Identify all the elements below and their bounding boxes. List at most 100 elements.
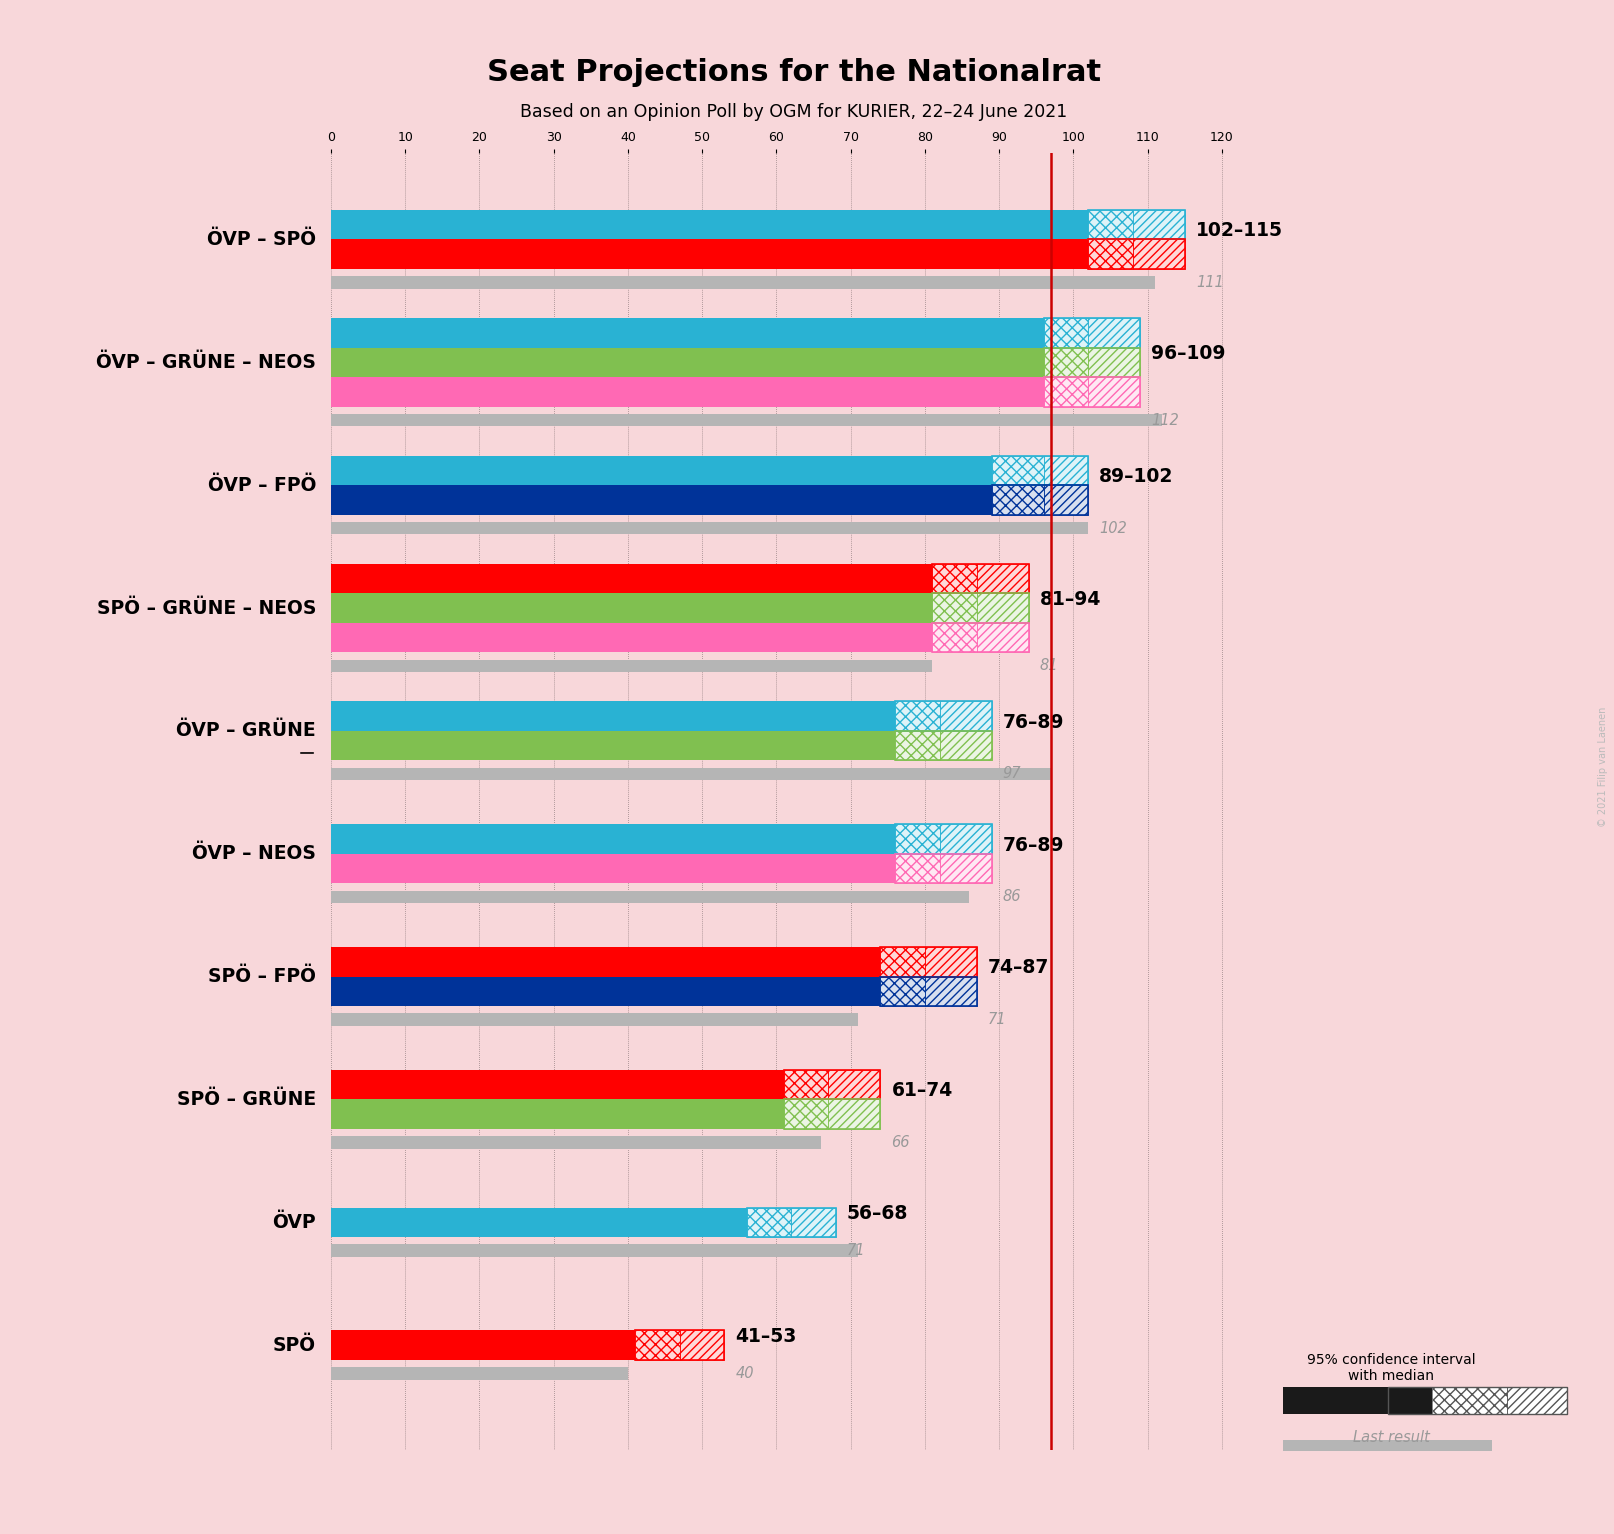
Bar — [331, 701, 991, 730]
Text: 112: 112 — [1151, 413, 1178, 428]
Bar — [331, 1014, 859, 1026]
Bar — [636, 1330, 679, 1361]
Text: 71: 71 — [847, 1243, 865, 1258]
Bar — [331, 239, 1185, 268]
Bar — [331, 946, 976, 977]
Bar — [1044, 318, 1139, 348]
Bar — [1088, 239, 1133, 268]
Bar — [1044, 348, 1139, 377]
Bar — [331, 348, 1139, 377]
Text: Last result: Last result — [1353, 1430, 1430, 1445]
Bar — [896, 701, 939, 730]
Bar — [331, 485, 1088, 514]
Text: 56–68: 56–68 — [847, 1204, 909, 1223]
Text: ÖVP – SPÖ: ÖVP – SPÖ — [207, 230, 316, 249]
Bar — [1133, 239, 1185, 268]
Bar — [331, 977, 976, 1006]
Bar — [636, 1330, 725, 1361]
Bar — [784, 1100, 880, 1129]
Bar — [1088, 377, 1139, 407]
Text: SPÖ – GRÜNE: SPÖ – GRÜNE — [178, 1091, 316, 1109]
Bar — [933, 594, 976, 623]
Bar — [976, 565, 1028, 594]
Bar — [880, 946, 976, 977]
Bar — [925, 977, 976, 1006]
Bar — [896, 854, 939, 884]
Bar — [991, 485, 1088, 514]
Text: 97: 97 — [1002, 767, 1022, 781]
Bar — [747, 1207, 836, 1236]
Bar — [1088, 348, 1139, 377]
Bar — [933, 565, 1028, 594]
Bar — [784, 1100, 828, 1129]
Bar — [1088, 210, 1185, 239]
Bar — [747, 1207, 791, 1236]
Text: SPÖ: SPÖ — [273, 1336, 316, 1355]
Bar — [1088, 210, 1185, 239]
Text: SPÖ – GRÜNE – NEOS: SPÖ – GRÜNE – NEOS — [97, 598, 316, 618]
Text: 41–53: 41–53 — [736, 1327, 797, 1347]
Bar — [1133, 210, 1185, 239]
Text: ÖVP: ÖVP — [273, 1213, 316, 1232]
Text: 96–109: 96–109 — [1151, 344, 1225, 364]
Bar — [1283, 1387, 1433, 1414]
Bar — [880, 977, 925, 1006]
Bar — [1283, 1439, 1491, 1451]
Bar — [991, 456, 1088, 485]
Bar — [896, 824, 939, 854]
Text: 102–115: 102–115 — [1196, 221, 1283, 241]
Bar — [331, 414, 1162, 426]
Bar — [991, 485, 1044, 514]
Bar — [331, 1207, 836, 1236]
Bar — [1433, 1387, 1507, 1414]
Bar — [939, 824, 991, 854]
Bar — [933, 565, 976, 594]
Bar — [331, 377, 1139, 407]
Text: 81–94: 81–94 — [1039, 591, 1101, 609]
Bar — [331, 730, 991, 761]
Bar — [784, 1071, 880, 1100]
Bar — [933, 623, 976, 652]
Bar — [880, 946, 925, 977]
Bar — [1044, 377, 1088, 407]
Bar — [791, 1207, 836, 1236]
Text: 102: 102 — [1099, 520, 1127, 535]
Bar — [933, 565, 1028, 594]
Bar — [331, 1071, 880, 1100]
Text: 76–89: 76–89 — [1002, 713, 1064, 732]
Bar — [939, 730, 991, 761]
Bar — [331, 522, 1088, 534]
Bar — [1044, 377, 1139, 407]
Bar — [1507, 1387, 1567, 1414]
Bar — [933, 594, 1028, 623]
Bar — [896, 824, 991, 854]
Bar — [933, 594, 1028, 623]
Bar — [331, 854, 991, 884]
Bar — [880, 946, 976, 977]
Bar — [991, 485, 1088, 514]
Bar — [679, 1330, 725, 1361]
Bar — [991, 456, 1088, 485]
Bar — [331, 1330, 725, 1361]
Bar — [331, 824, 991, 854]
Bar — [331, 210, 1185, 239]
Text: Seat Projections for the Nationalrat: Seat Projections for the Nationalrat — [487, 58, 1101, 87]
Bar — [331, 1367, 628, 1379]
Bar — [331, 623, 1028, 652]
Bar — [880, 977, 976, 1006]
Bar — [896, 701, 991, 730]
Bar — [331, 1100, 880, 1129]
Bar — [896, 730, 991, 761]
Bar — [880, 977, 976, 1006]
Bar — [976, 594, 1028, 623]
Text: 95% confidence interval
with median: 95% confidence interval with median — [1307, 1353, 1475, 1384]
Bar — [828, 1071, 880, 1100]
Text: 81: 81 — [1039, 658, 1059, 673]
Bar — [1388, 1387, 1567, 1414]
Bar — [331, 891, 970, 904]
Bar — [896, 730, 939, 761]
Bar — [896, 824, 991, 854]
Text: ÖVP – FPÖ: ÖVP – FPÖ — [208, 476, 316, 494]
Bar — [1507, 1387, 1567, 1414]
Bar — [925, 946, 976, 977]
